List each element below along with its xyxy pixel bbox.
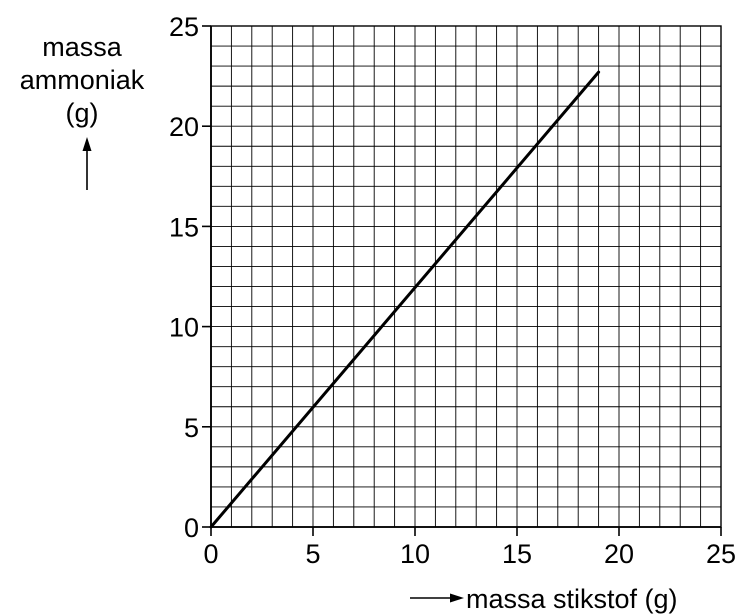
- x-tick-label: 20: [604, 539, 634, 569]
- y-axis-label-line-2: ammoniak: [20, 65, 145, 95]
- y-axis-title: massa ammoniak (g): [20, 32, 145, 190]
- x-axis-label: massa stikstof (g): [466, 584, 678, 614]
- x-tick-label: 5: [305, 539, 320, 569]
- y-tick-label: 0: [184, 513, 199, 543]
- grid: [211, 26, 721, 527]
- series-line: [209, 70, 601, 529]
- series: [209, 70, 601, 529]
- y-tick-label: 25: [169, 12, 199, 42]
- x-tick-label: 10: [400, 539, 430, 569]
- x-axis-title: massa stikstof (g): [410, 584, 678, 614]
- plot-frame: [210, 25, 722, 528]
- y-tick-label: 10: [169, 313, 199, 343]
- y-axis-label-line-1: massa: [42, 32, 123, 62]
- ticks: 0 5 10 15 20 25 0 5 10 15 20 25: [169, 12, 736, 569]
- x-tick-label: 0: [203, 539, 218, 569]
- y-tick-label: 15: [169, 212, 199, 242]
- y-tick-label: 5: [184, 413, 199, 443]
- y-axis-label-line-3: (g): [66, 98, 99, 128]
- x-tick-label: 25: [706, 539, 736, 569]
- axes: [210, 25, 722, 528]
- y-tick-label: 20: [169, 112, 199, 142]
- right-arrow-icon: [410, 593, 464, 603]
- up-arrow-icon: [82, 137, 92, 190]
- x-tick-label: 15: [502, 539, 532, 569]
